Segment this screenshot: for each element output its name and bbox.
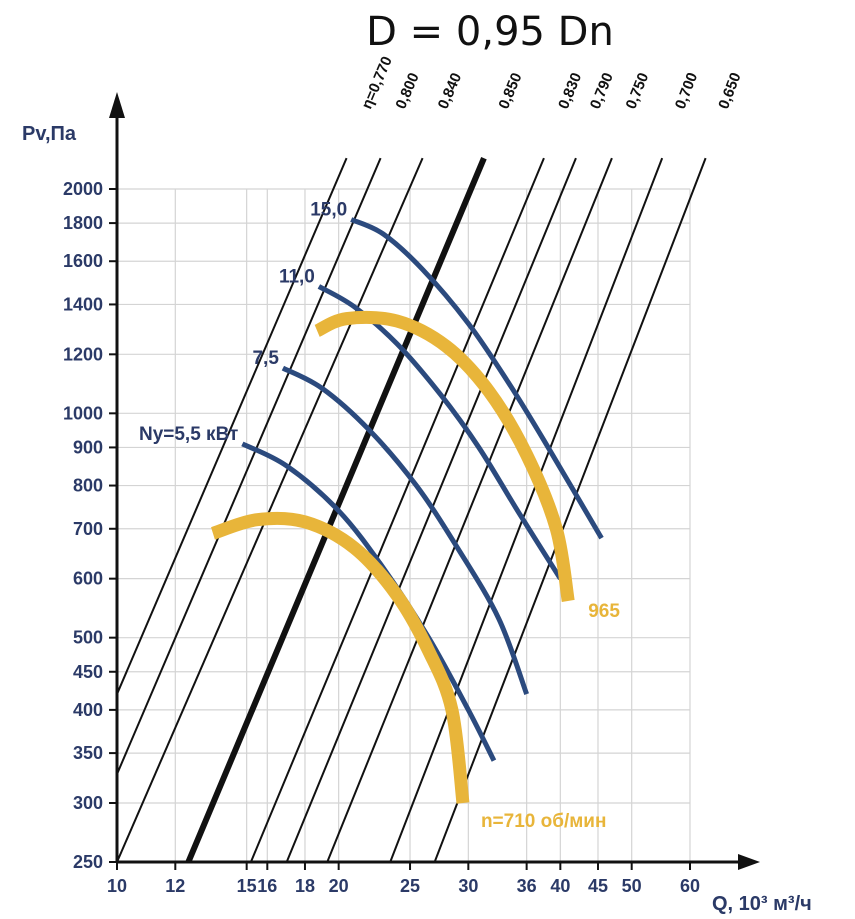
y-tick-label: 800: [73, 476, 103, 496]
efficiency-line: [117, 157, 382, 775]
y-tick-label: 600: [73, 569, 103, 589]
y-tick-label: 1400: [63, 294, 103, 314]
y-axis-label: Pv,Па: [22, 123, 77, 145]
y-tick-label: 300: [73, 793, 103, 813]
power-curve: [317, 284, 563, 580]
x-tick-label: 40: [550, 876, 570, 896]
x-tick-label: 18: [295, 876, 315, 896]
efficiency-line: [326, 157, 613, 862]
y-tick-label: 400: [73, 700, 103, 720]
efficiency-lines: [117, 156, 707, 862]
speed-curve: [210, 511, 470, 804]
x-axis-label: Q, 10³ м³/ч: [712, 893, 812, 915]
efficiency-line: [117, 157, 424, 862]
y-tick-label: 1000: [63, 403, 103, 423]
x-axis-arrow: [738, 854, 760, 870]
y-tick-label: 900: [73, 437, 103, 457]
y-tick-label: 700: [73, 519, 103, 539]
y-tick-label: 500: [73, 628, 103, 648]
y-tick-label: 350: [73, 743, 103, 763]
efficiency-label: 0,650: [715, 70, 744, 111]
y-tick-label: 2000: [63, 179, 103, 199]
y-tick-label: 250: [73, 852, 103, 872]
efficiency-line: [249, 157, 545, 862]
x-tick-label: 16: [257, 876, 277, 896]
speed-curve: [314, 310, 575, 603]
efficiency-line: [117, 157, 348, 695]
efficiency-line: [433, 157, 707, 862]
grid: [116, 188, 691, 863]
y-tick-label: 1600: [63, 251, 103, 271]
efficiency-label: 0,700: [672, 70, 701, 111]
power-curve-label: 7,5: [252, 348, 279, 369]
x-tick-label: 50: [622, 876, 642, 896]
efficiency-label: 0,790: [587, 70, 617, 111]
y-tick-label: 1800: [63, 213, 103, 233]
y-tick-label: 450: [73, 662, 103, 682]
axes: 250 300 350 400 450 500 600 700 800 900 1000 1200 14…: [63, 92, 760, 896]
x-tick-label: 36: [517, 876, 537, 896]
power-curve-label: 15,0: [310, 200, 347, 221]
x-tick-label: 30: [458, 876, 478, 896]
x-tick-label: 12: [165, 876, 185, 896]
efficiency-label: 0,800: [392, 70, 422, 111]
x-tick-label: 45: [588, 876, 608, 896]
speed-curves: n=710 об/мин 965: [210, 310, 620, 832]
speed-curve-label: n=710 об/мин: [481, 811, 607, 832]
power-curve: [281, 365, 529, 695]
y-tick-label: 1200: [63, 344, 103, 364]
chart-title: D = 0,95 Dn: [366, 9, 614, 55]
power-curve-label: Ny=5,5 кВт: [139, 424, 238, 445]
power-curves: Ny=5,5 кВт 7,5 11,0 15,0: [139, 200, 604, 762]
speed-curve-label: 965: [588, 601, 620, 622]
power-curve: [350, 217, 604, 540]
efficiency-label: 0,830: [555, 70, 585, 111]
efficiency-line: [389, 157, 664, 862]
efficiency-label: 0,750: [623, 70, 653, 111]
power-curve-label: 11,0: [279, 266, 315, 287]
efficiency-label: 0,850: [495, 70, 525, 111]
x-tick-label: 15: [237, 876, 257, 896]
efficiency-label: 0,840: [435, 70, 466, 111]
x-tick-label: 25: [400, 876, 420, 896]
y-axis-arrow: [109, 92, 125, 118]
x-tick-label: 20: [329, 876, 349, 896]
x-tick-label: 60: [680, 876, 700, 896]
x-tick-label: 10: [107, 876, 127, 896]
efficiency-label: η=0,770: [358, 54, 395, 112]
